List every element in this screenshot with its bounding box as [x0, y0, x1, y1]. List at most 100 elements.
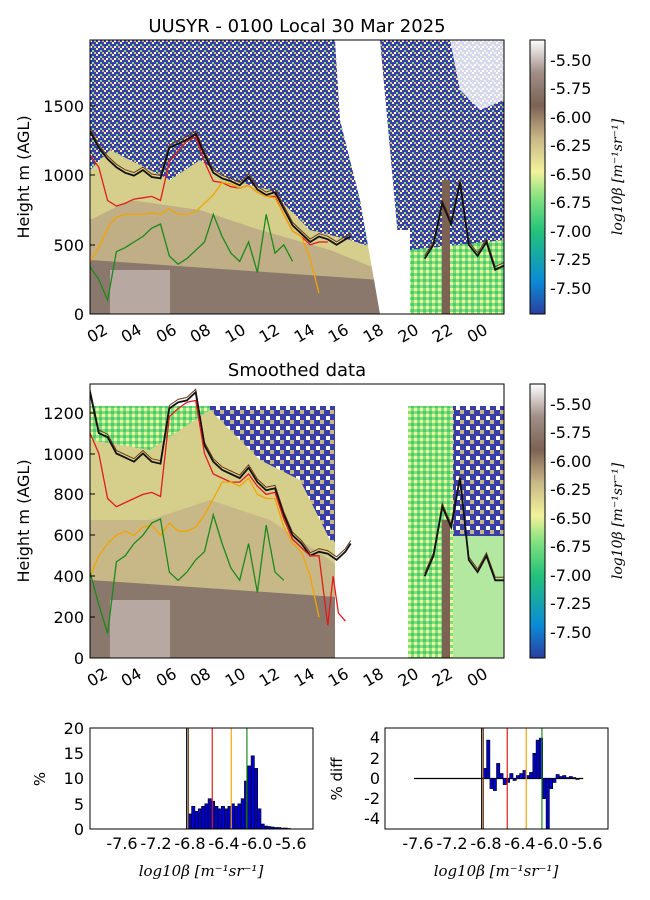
colorbar-tick-label: -7.50	[550, 623, 591, 642]
mid-xtick-label: 04	[118, 664, 145, 691]
hist-right-frame	[384, 727, 609, 830]
series-line-black-1	[423, 477, 504, 582]
hist-right-xtick-label: -6.0	[537, 834, 568, 853]
mid-xtick-label: 02	[84, 664, 111, 691]
hist-bar	[535, 739, 540, 779]
hist-left-frame	[89, 727, 314, 830]
hist-bar	[552, 778, 557, 783]
hist-bar	[224, 808, 229, 830]
top-xtick-label: 02	[84, 320, 111, 347]
mid-xtick-label: 18	[360, 664, 387, 691]
colorbar-tick-label: -7.00	[550, 566, 591, 585]
hist-bar	[194, 810, 199, 830]
mid-xtick-label: 12	[256, 664, 283, 691]
hist-bar	[254, 768, 258, 830]
mid-heatmap	[90, 384, 504, 658]
top-xtick-label: 04	[118, 320, 145, 347]
hist-bar	[519, 773, 524, 779]
hist-bar	[568, 776, 573, 779]
top-ytick-label: 500	[53, 236, 84, 255]
top-xtick-label: 10	[222, 320, 249, 347]
mid-ytick-label: 600	[53, 526, 84, 545]
mid-xtick-label: 08	[187, 664, 214, 691]
hist-bar	[257, 808, 262, 830]
mid-y-ticks: 0 200 400 600 800 1000 1200	[43, 404, 95, 668]
hist-bar	[502, 778, 507, 785]
hist-right-ytick-label: 0	[370, 769, 380, 788]
hist-left-ytick-label: 0	[74, 820, 84, 839]
hist-bar	[492, 778, 497, 791]
hist-bar	[572, 777, 577, 779]
colorbar-tick-label: -7.25	[550, 250, 591, 269]
top-panel: UUSYR - 0100 Local 30 Mar 2025 0 500 100…	[14, 16, 626, 347]
hist-right-xtick-label: -6.4	[504, 834, 535, 853]
colorbar-tick-label: -6.50	[550, 509, 591, 528]
mid-xtick-label: 10	[222, 664, 249, 691]
hist-left-xtick-label: -5.6	[275, 834, 306, 853]
mid-ytick-label: 200	[53, 608, 84, 627]
hist-bar	[250, 755, 255, 830]
series-line-green-4	[90, 212, 294, 303]
hist-bar	[240, 798, 245, 830]
hist-bar	[207, 798, 212, 830]
hist-right-panel: -4 -2 0 2 4 % diff -7.6 -7.2 -6.8 -6.4 -…	[328, 727, 609, 880]
hist-bar	[217, 808, 222, 830]
hist-bar	[499, 773, 504, 779]
top-ytick-label: 1000	[43, 166, 84, 185]
hist-bar	[509, 773, 514, 779]
mid-plot-frame	[89, 383, 505, 659]
top-xtick-label: 14	[291, 320, 318, 347]
mid-xtick-label: 16	[325, 664, 352, 691]
hist-bar	[558, 776, 563, 779]
hist-bar	[234, 805, 239, 830]
colorbar-tick-label: -7.00	[550, 222, 591, 241]
colorbar-tick-label: -6.25	[550, 480, 591, 499]
top-ylabel: Height m (AGL)	[14, 115, 33, 238]
colorbar-label: log10β [m⁻¹sr⁻¹]	[610, 118, 626, 235]
colorbar-label: log10β [m⁻¹sr⁻¹]	[610, 462, 626, 579]
mid-ytick-label: 1000	[43, 445, 84, 464]
hist-left-y-ticks: 0 5 10 15 20	[64, 719, 84, 839]
hist-left-xtick-label: -7.2	[140, 834, 171, 853]
series-line-green-4	[90, 512, 285, 634]
top-plot-frame	[89, 39, 505, 315]
series-line-brown-shadow-0	[90, 128, 351, 243]
series-line-red-2	[90, 399, 346, 626]
colorbar-tick-label: -6.50	[550, 165, 591, 184]
hist-bar	[545, 778, 550, 830]
mid-xtick-label: 22	[429, 664, 456, 691]
hist-bar	[214, 805, 219, 830]
hist-bar	[247, 765, 252, 830]
hist-left-x-ticks: -7.6 -7.2 -6.8 -6.4 -6.0 -5.6	[106, 834, 306, 853]
hist-right-xtick-label: -7.2	[436, 834, 467, 853]
hist-right-ytick-label: 2	[370, 749, 380, 768]
hist-left-xtick-label: -6.0	[241, 834, 272, 853]
mid-xtick-label: 00	[464, 664, 491, 691]
top-xtick-label: 08	[187, 320, 214, 347]
hist-left-ytick-label: 15	[64, 744, 84, 763]
colorbar-tick-label: -7.50	[550, 279, 591, 298]
colorbar-tick-label: -5.75	[550, 423, 591, 442]
top-colorbar: -5.50 -5.75 -6.00 -6.25 -6.50 -6.75 -7.0…	[529, 39, 626, 315]
hist-right-ytick-label: 4	[370, 728, 380, 747]
hist-left-xtick-label: -6.4	[208, 834, 239, 853]
colorbar-tick-label: -6.75	[550, 193, 591, 212]
hist-bar	[542, 778, 547, 800]
hist-bar	[197, 808, 202, 830]
hist-bar	[201, 805, 206, 830]
mid-series-lines	[90, 388, 504, 634]
top-xtick-label: 00	[464, 320, 491, 347]
mid-xtick-label: 06	[153, 664, 180, 691]
hist-bar	[486, 739, 491, 779]
hist-bar	[489, 778, 494, 789]
hist-bar	[539, 737, 544, 779]
mid-xtick-label: 14	[291, 664, 318, 691]
top-xtick-label: 20	[395, 320, 422, 347]
hist-bar	[204, 803, 209, 830]
top-xtick-label: 18	[360, 320, 387, 347]
top-series-lines	[90, 128, 504, 303]
hist-left-ylabel: %	[31, 772, 49, 786]
hist-right-xtick-label: -5.6	[571, 834, 602, 853]
mid-xtick-label: 20	[395, 664, 422, 691]
